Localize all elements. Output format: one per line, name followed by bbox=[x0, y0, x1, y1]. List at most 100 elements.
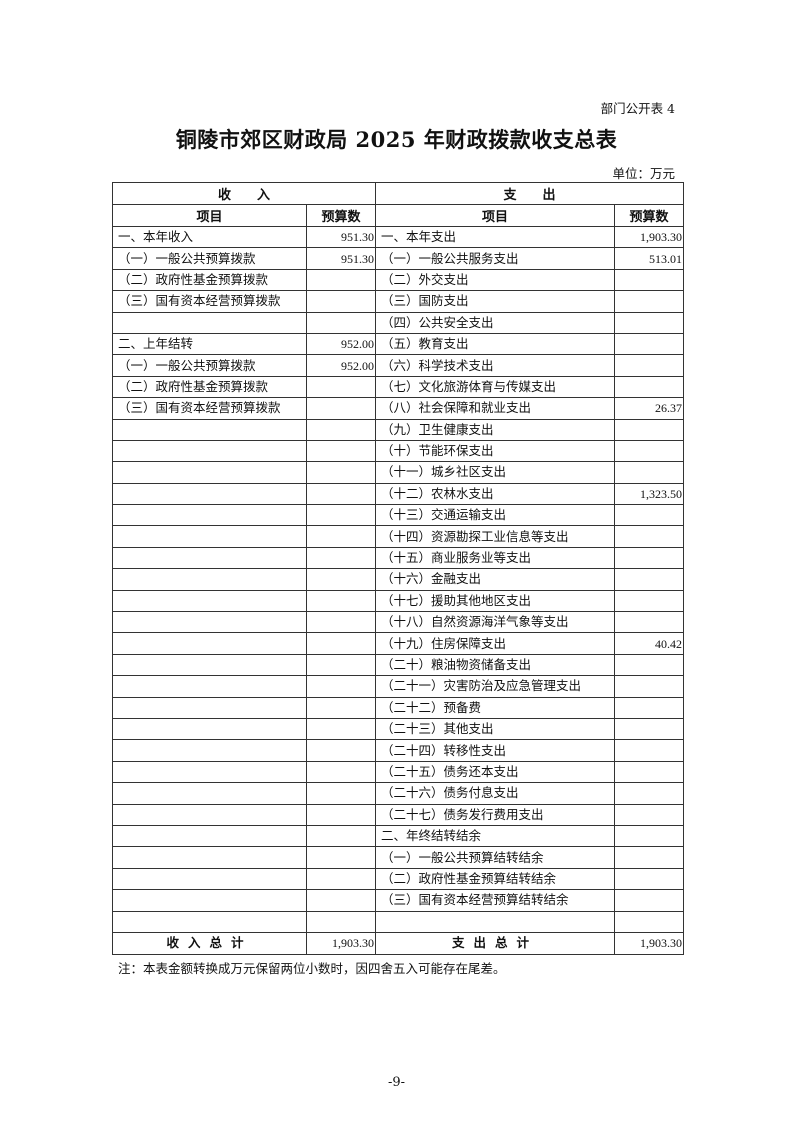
expense-item-cell: （七）文化旅游体育与传媒支出 bbox=[375, 375, 616, 399]
table-tag: 部门公开表 4 bbox=[600, 101, 675, 116]
income-item-cell bbox=[112, 632, 307, 655]
expense-item-cell: （六）科学技术支出 bbox=[375, 354, 616, 377]
expense-item-cell: （三）国防支出 bbox=[375, 290, 616, 313]
expense-item-cell: （三）国有资本经营预算结转结余 bbox=[375, 889, 616, 912]
expense-item-cell: （十二）农林水支出 bbox=[375, 482, 616, 506]
expense-item-cell: （二）外交支出 bbox=[375, 268, 616, 292]
income-budget-cell bbox=[305, 760, 377, 784]
expense-budget-cell: 513.01 bbox=[614, 247, 685, 270]
income-item-cell bbox=[112, 889, 307, 912]
income-budget-cell bbox=[305, 504, 377, 527]
table-row: （三）国有资本经营预算拨款 （三）国防支出 bbox=[112, 290, 685, 313]
expense-budget-cell bbox=[614, 760, 685, 784]
table-row: （十五）商业服务业等支出 bbox=[112, 546, 685, 570]
expense-item-cell: （十）节能环保支出 bbox=[375, 439, 616, 463]
income-item-cell bbox=[112, 910, 307, 933]
table-row: （三）国有资本经营预算拨款 （八）社会保障和就业支出 26.37 bbox=[112, 397, 685, 420]
income-item-cell bbox=[112, 717, 307, 741]
table-row: （二）政府性基金预算拨款 （七）文化旅游体育与传媒支出 bbox=[112, 375, 685, 399]
expense-item-cell: （十八）自然资源海洋气象等支出 bbox=[375, 611, 616, 634]
income-budget-cell bbox=[305, 653, 377, 677]
expense-budget-cell bbox=[614, 846, 685, 869]
table-row: （二）政府性基金预算结转结余 bbox=[112, 867, 685, 891]
income-budget-cell bbox=[305, 375, 377, 399]
income-item-cell: （一）一般公共预算拨款 bbox=[112, 247, 307, 270]
expense-item-cell: （二十三）其他支出 bbox=[375, 717, 616, 741]
expense-item-cell: （十七）援助其他地区支出 bbox=[375, 589, 616, 613]
income-budget-cell bbox=[305, 568, 377, 591]
expense-header: 支 出 bbox=[375, 182, 685, 205]
expense-item-cell: （十三）交通运输支出 bbox=[375, 504, 616, 527]
table-row: （二十）粮油物资储备支出 bbox=[112, 653, 685, 677]
expense-item-cell: （二）政府性基金预算结转结余 bbox=[375, 867, 616, 891]
table-row: （十七）援助其他地区支出 bbox=[112, 589, 685, 613]
expense-budget-cell: 26.37 bbox=[614, 397, 685, 420]
expense-budget-cell bbox=[614, 717, 685, 741]
expense-budget-cell bbox=[614, 525, 685, 548]
expense-item-cell: （五）教育支出 bbox=[375, 332, 616, 356]
income-item-cell bbox=[112, 418, 307, 441]
footnote: 注：本表金额转换成万元保留两位小数时，因四舍五入可能存在尾差。 bbox=[118, 961, 506, 976]
income-item-header: 项目 bbox=[112, 204, 307, 227]
expense-budget-cell bbox=[614, 290, 685, 313]
total-row: 收入总计 1,903.30 支出总计 1,903.30 bbox=[112, 931, 685, 955]
income-item-cell bbox=[112, 653, 307, 677]
income-item-cell bbox=[112, 824, 307, 848]
expense-budget-cell bbox=[614, 889, 685, 912]
expense-budget-cell bbox=[614, 782, 685, 805]
expense-item-cell: （二十二）预备费 bbox=[375, 696, 616, 719]
income-item-cell bbox=[112, 760, 307, 784]
income-budget-cell bbox=[305, 482, 377, 506]
expense-budget-cell bbox=[614, 675, 685, 698]
expense-item-cell: （十六）金融支出 bbox=[375, 568, 616, 591]
income-item-cell bbox=[112, 867, 307, 891]
expense-budget-cell bbox=[614, 611, 685, 634]
table-row: （二十七）债务发行费用支出 bbox=[112, 803, 685, 826]
expense-budget-cell: 40.42 bbox=[614, 632, 685, 655]
income-budget-cell: 951.30 bbox=[305, 247, 377, 270]
income-item-cell bbox=[112, 461, 307, 484]
expense-budget-cell bbox=[614, 332, 685, 356]
income-budget-cell bbox=[305, 867, 377, 891]
income-item-cell: （二）政府性基金预算拨款 bbox=[112, 375, 307, 399]
income-item-cell bbox=[112, 739, 307, 762]
expense-budget-cell bbox=[614, 824, 685, 848]
expense-budget-cell: 1,903.30 bbox=[614, 225, 685, 249]
income-budget-cell bbox=[305, 611, 377, 634]
income-item-cell bbox=[112, 439, 307, 463]
income-item-cell bbox=[112, 803, 307, 826]
expense-total-value: 1,903.30 bbox=[614, 931, 685, 955]
table-row: （四）公共安全支出 bbox=[112, 311, 685, 334]
table-row: （二十一）灾害防治及应急管理支出 bbox=[112, 675, 685, 698]
table-row: （一）一般公共预算拨款 952.00 （六）科学技术支出 bbox=[112, 354, 685, 377]
expense-item-cell: （一）一般公共服务支出 bbox=[375, 247, 616, 270]
table-row: （十八）自然资源海洋气象等支出 bbox=[112, 611, 685, 634]
expense-item-cell: （二十五）债务还本支出 bbox=[375, 760, 616, 784]
income-total-label: 收入总计 bbox=[112, 931, 307, 955]
table-row: （十）节能环保支出 bbox=[112, 439, 685, 463]
header-row-columns: 项目 预算数 项目 预算数 bbox=[112, 204, 685, 227]
expense-budget-cell bbox=[614, 439, 685, 463]
page-title: 铜陵市郊区财政局 2025 年财政拨款收支总表 bbox=[175, 127, 618, 152]
income-budget-cell bbox=[305, 461, 377, 484]
table-row: （十六）金融支出 bbox=[112, 568, 685, 591]
income-budget-cell: 952.00 bbox=[305, 354, 377, 377]
table-row: （三）国有资本经营预算结转结余 bbox=[112, 889, 685, 912]
income-budget-cell bbox=[305, 910, 377, 933]
expense-budget-cell bbox=[614, 354, 685, 377]
expense-budget-header: 预算数 bbox=[614, 204, 685, 227]
income-item-cell bbox=[112, 611, 307, 634]
expense-item-cell: （十五）商业服务业等支出 bbox=[375, 546, 616, 570]
table-row: （十二）农林水支出 1,323.50 bbox=[112, 482, 685, 506]
income-item-cell: 二、上年结转 bbox=[112, 332, 307, 356]
expense-budget-cell: 1,323.50 bbox=[614, 482, 685, 506]
income-item-cell bbox=[112, 525, 307, 548]
income-header: 收 入 bbox=[111, 182, 377, 205]
income-item-cell: （三）国有资本经营预算拨款 bbox=[112, 290, 307, 313]
expense-total-label: 支出总计 bbox=[375, 931, 616, 955]
income-budget-cell bbox=[305, 782, 377, 805]
expense-item-cell: （十四）资源勘探工业信息等支出 bbox=[375, 525, 616, 548]
table-row: （二十六）债务付息支出 bbox=[112, 782, 685, 805]
table-row: 一、本年收入 951.30 一、本年支出 1,903.30 bbox=[112, 225, 685, 249]
table-row: （十四）资源勘探工业信息等支出 bbox=[112, 525, 685, 548]
